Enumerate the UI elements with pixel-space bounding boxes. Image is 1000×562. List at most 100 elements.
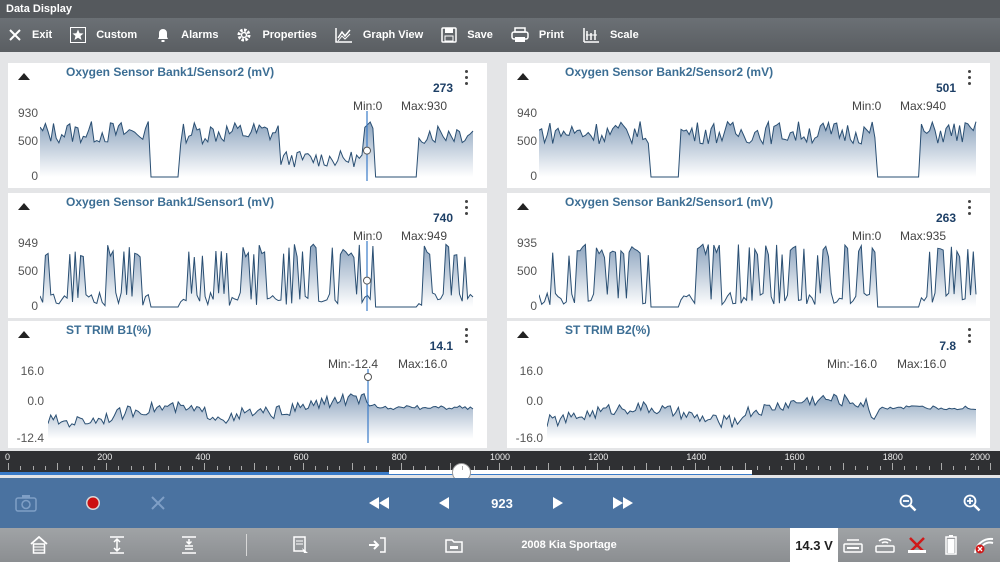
graph-panel[interactable]: Oxygen Sensor Bank1/Sensor1 (mV) 740 Min… (8, 193, 487, 318)
close-icon (9, 29, 21, 41)
scale-tick (32, 466, 34, 470)
battery-icon (945, 535, 957, 555)
graph-panel[interactable]: Oxygen Sensor Bank1/Sensor2 (mV) 273 Min… (8, 63, 487, 188)
graph-trace[interactable] (48, 369, 475, 443)
scale-tick (928, 466, 930, 470)
graph-trace[interactable] (40, 111, 475, 181)
scale-tick (179, 466, 181, 470)
data-manager-button[interactable] (288, 528, 314, 562)
fit-graphs-button[interactable] (104, 528, 130, 562)
graph-line (40, 243, 474, 308)
vci-connector-icon (843, 539, 863, 553)
more-options-icon[interactable] (465, 70, 469, 88)
scale-tick (20, 466, 22, 470)
print-button[interactable]: Print (511, 18, 564, 52)
fast-forward-icon (613, 497, 633, 509)
more-options-icon[interactable] (465, 200, 469, 218)
more-options-icon[interactable] (968, 328, 972, 346)
scale-tick (658, 466, 660, 470)
scale-tick (327, 466, 329, 470)
properties-button[interactable]: Properties (236, 18, 317, 52)
graph-panel[interactable]: ST TRIM B2(%) 7.8 Min:-16.0 Max:16.0 16.… (507, 321, 990, 448)
record-button[interactable] (78, 478, 108, 528)
printer-icon (511, 27, 529, 42)
scale-button[interactable]: Scale (582, 18, 639, 52)
save-button[interactable]: Save (441, 18, 493, 52)
connection-status[interactable] (904, 528, 930, 562)
scale-tick (118, 466, 120, 470)
alarms-button[interactable]: Alarms (155, 18, 218, 52)
collapse-toggle-icon[interactable] (18, 331, 30, 338)
timeline-scale[interactable]: 0 200 400 600 800 1000 1200 1400 1600 1800 2000 (0, 451, 1000, 482)
y-axis-min-label: 0 (31, 169, 38, 183)
collapse-toggle-icon[interactable] (517, 73, 529, 80)
current-value: 263 (935, 211, 956, 225)
graph-trace[interactable] (40, 241, 475, 311)
exit-button[interactable]: Exit (8, 18, 52, 52)
step-back-button[interactable] (432, 478, 456, 528)
graph-trace[interactable] (539, 111, 978, 181)
y-axis-max-label: 935 (516, 236, 537, 250)
collapse-toggle-icon[interactable] (18, 73, 30, 80)
scale-tick (216, 466, 218, 470)
home-button[interactable] (26, 528, 52, 562)
expand-graphs-button[interactable] (176, 528, 202, 562)
scale-tick (363, 466, 365, 470)
scale-tick (93, 466, 95, 470)
scale-label: 800 (391, 452, 407, 462)
max-value: Max:930 (401, 99, 448, 113)
collapse-toggle-icon[interactable] (18, 203, 30, 210)
timeline-view-range[interactable] (389, 470, 752, 474)
vci-status[interactable] (840, 528, 866, 562)
clear-button[interactable] (143, 478, 173, 528)
graph-line (547, 393, 977, 429)
scale-tick (670, 466, 672, 470)
scale-tick (241, 466, 243, 470)
scale-label: 600 (293, 452, 309, 462)
current-value: 501 (935, 81, 956, 95)
max-value: Max:935 (900, 229, 947, 243)
y-axis-min-label: -16.0 (515, 431, 543, 445)
graph-panel[interactable]: ST TRIM B1(%) 14.1 Min:-12.4 Max:16.0 16… (8, 321, 487, 448)
current-value: 14.1 (429, 339, 453, 353)
wifi-status[interactable] (970, 528, 998, 562)
graph-panel[interactable]: Oxygen Sensor Bank2/Sensor2 (mV) 501 Min… (507, 63, 990, 188)
shop-manager-button[interactable] (364, 528, 390, 562)
scale-label: 0 (5, 452, 11, 462)
wifi-vci-status[interactable] (872, 528, 898, 562)
fast-forward-button[interactable] (608, 478, 638, 528)
graph-view-button[interactable]: Graph View (335, 18, 423, 52)
timeline-buffer-bar (0, 472, 752, 475)
fast-rewind-button[interactable] (364, 478, 394, 528)
graph-trace[interactable] (539, 241, 978, 311)
more-options-icon[interactable] (465, 328, 469, 346)
zoom-out-button[interactable] (894, 478, 922, 528)
wifi-off-icon (974, 537, 994, 554)
step-forward-button[interactable] (546, 478, 570, 528)
custom-button[interactable]: Custom (70, 18, 137, 52)
current-value: 7.8 (939, 339, 956, 353)
scale-tick (143, 466, 145, 470)
scale-tick (155, 463, 157, 470)
scale-label: Scale (609, 29, 639, 41)
floppy-icon (441, 27, 457, 43)
folder-button[interactable] (441, 528, 467, 562)
graph-panel[interactable]: Oxygen Sensor Bank2/Sensor1 (mV) 263 Min… (507, 193, 990, 318)
fit-height-icon (110, 536, 124, 554)
more-options-icon[interactable] (968, 200, 972, 218)
graph-trace[interactable] (547, 369, 978, 443)
zoom-in-button[interactable] (958, 478, 986, 528)
min-value: Min:0 (852, 229, 882, 243)
graph-line (539, 243, 977, 308)
cursor-position: 923 (491, 495, 513, 511)
scale-label: 1400 (686, 452, 707, 462)
scale-tick (572, 466, 574, 470)
more-options-icon[interactable] (968, 70, 972, 88)
y-axis-min-label: 0 (31, 299, 38, 313)
collapse-toggle-icon[interactable] (517, 203, 529, 210)
y-axis-min-label: -12.4 (16, 431, 44, 445)
collapse-toggle-icon[interactable] (517, 331, 529, 338)
scale-tick (584, 466, 586, 470)
screenshot-button[interactable] (10, 478, 42, 528)
scale-tick (278, 466, 280, 470)
